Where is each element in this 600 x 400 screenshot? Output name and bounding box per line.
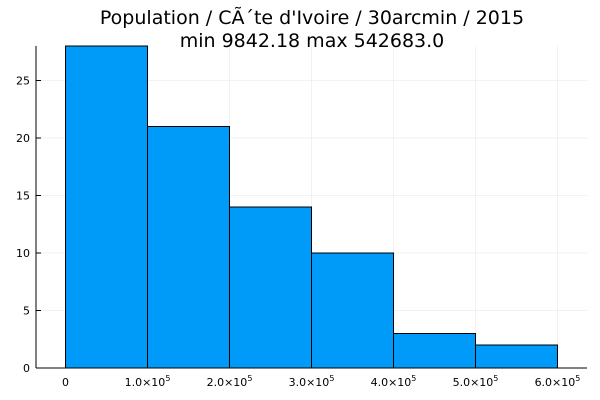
x-axis-ticks: 0 1.0×105 2.0×105 3.0×105 4.0×105 5.0×105 6.0×… [62,363,580,389]
histogram-bar-0 [65,45,149,369]
x-tick-label-6: 6.0×105 [535,374,581,389]
histogram-bar-1 [147,126,231,369]
x-tick-label-2: 2.0×105 [207,374,253,389]
histogram-bar-2 [229,206,312,369]
y-tick-label-4: 20 [16,132,30,145]
y-tick-label-0: 0 [23,362,30,375]
chart-title-line2: min 9842.18 max 542683.0 [180,30,445,52]
y-tick-label-1: 5 [23,305,30,318]
x-tick-label-0: 0 [62,376,69,389]
histogram-bar-4 [392,333,476,369]
histogram-bar-3 [311,252,394,369]
x-tick-label-4: 4.0×105 [371,374,417,389]
y-tick-label-5: 25 [16,75,30,88]
y-axis-ticks: 0 5 10 15 20 25 [16,75,41,375]
y-tick-label-3: 15 [16,190,30,203]
y-tick-label-2: 10 [16,247,30,260]
histogram-bars [65,45,558,369]
x-tick-label-5: 5.0×105 [453,374,499,389]
chart-title-line1: Population / CÃ´te d'Ivoire / 30arcmin /… [100,6,524,29]
histogram-bar-5 [474,344,558,369]
x-tick-label-1: 1.0×105 [125,374,171,389]
x-tick-label-3: 3.0×105 [289,374,335,389]
